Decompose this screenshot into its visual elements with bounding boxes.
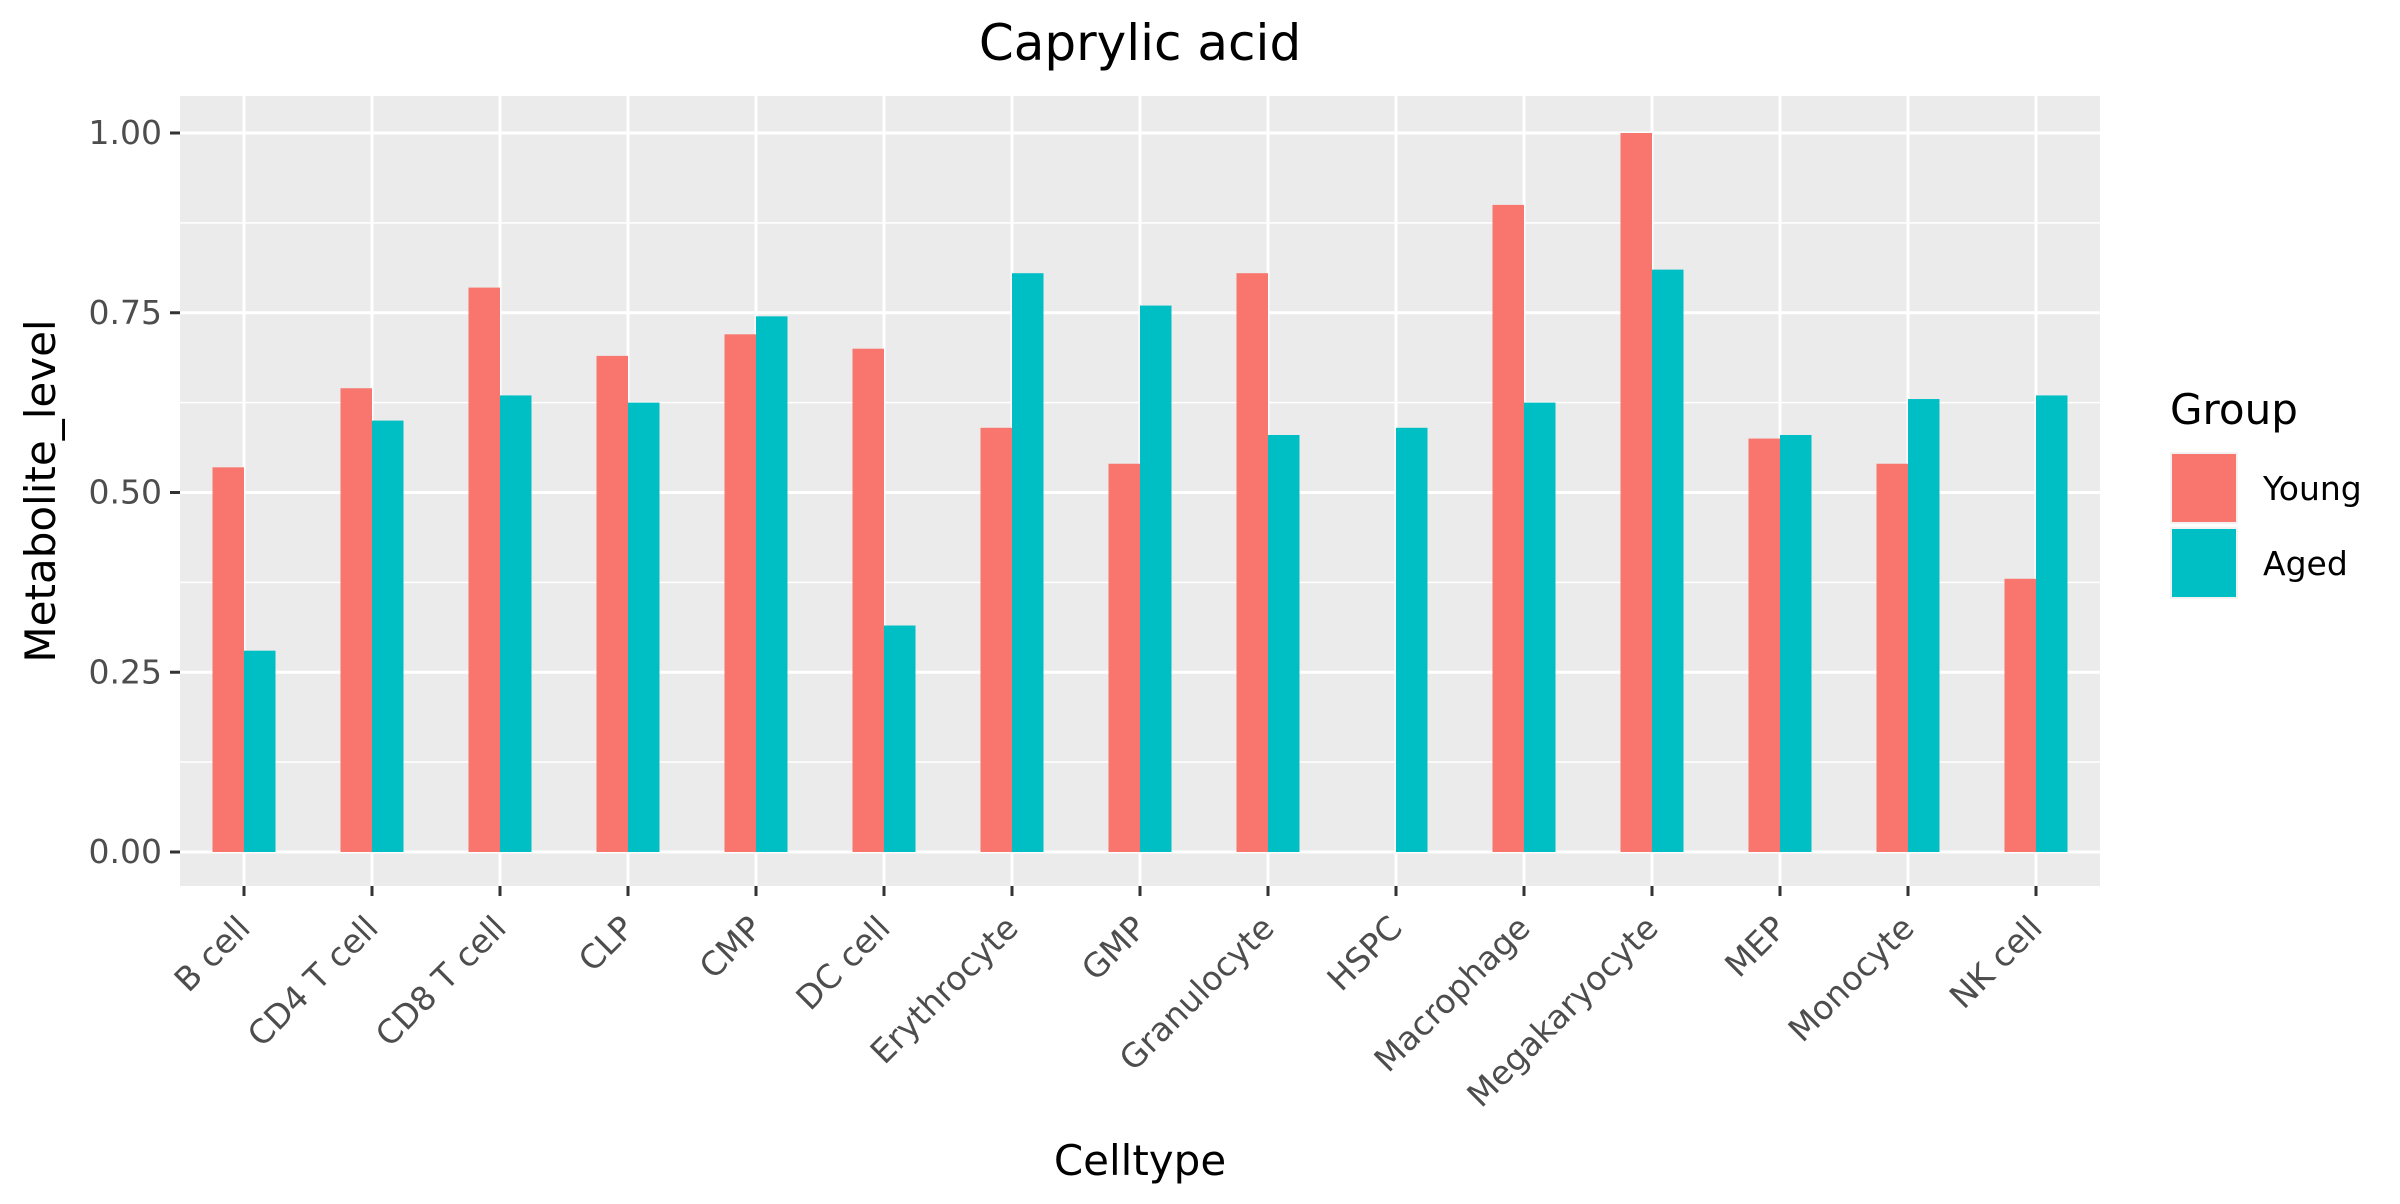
bar-aged-erythrocyte — [1012, 273, 1044, 853]
legend-key-aged — [2172, 529, 2236, 597]
bar-young-megakaryocyte — [1620, 133, 1652, 852]
legend-title: Group — [2170, 385, 2298, 434]
bar-aged-b-cell — [244, 650, 276, 852]
bar-aged-granulocyte — [1268, 434, 1300, 852]
bar-young-cd4-t-cell — [340, 388, 372, 852]
bar-young-cd8-t-cell — [468, 287, 500, 853]
y-tick-label: 0.00 — [89, 832, 162, 871]
bar-aged-nk-cell — [2036, 395, 2068, 852]
bar-aged-cd8-t-cell — [500, 395, 532, 852]
legend: Group Young Aged — [2170, 385, 2362, 599]
bars — [212, 133, 2068, 853]
bar-aged-macrophage — [1524, 402, 1556, 852]
bar-young-granulocyte — [1236, 273, 1268, 853]
bar-aged-hspc — [1396, 427, 1428, 852]
bar-young-cmp — [724, 334, 756, 852]
legend-key-young — [2172, 454, 2236, 522]
bar-aged-mep — [1780, 434, 1812, 852]
bar-aged-cmp — [756, 316, 788, 853]
bar-young-mep — [1748, 438, 1780, 852]
y-tick-label: 0.75 — [89, 293, 162, 332]
bar-aged-cd4-t-cell — [372, 420, 404, 852]
legend-label-young: Young — [2262, 469, 2362, 508]
x-axis-title: Celltype — [1054, 1136, 1226, 1185]
bar-aged-gmp — [1140, 305, 1172, 852]
legend-items: Young Aged — [2170, 452, 2362, 599]
bar-aged-megakaryocyte — [1652, 269, 1684, 852]
y-tick-label: 1.00 — [89, 113, 162, 152]
y-axis-title: Metabolite_level — [16, 319, 65, 662]
bar-young-b-cell — [212, 467, 244, 852]
legend-label-aged: Aged — [2263, 544, 2348, 583]
bar-young-gmp — [1108, 463, 1140, 852]
bar-aged-dc-cell — [884, 625, 916, 852]
bar-young-macrophage — [1492, 204, 1524, 852]
bar-aged-clp — [628, 402, 660, 852]
bar-young-clp — [596, 355, 628, 852]
bar-young-nk-cell — [2004, 578, 2036, 852]
y-tick-label: 0.25 — [89, 652, 162, 691]
chart-title: Caprylic acid — [979, 14, 1301, 72]
bar-young-erythrocyte — [980, 427, 1012, 852]
y-tick-label: 0.50 — [89, 473, 162, 512]
y-axis: 0.00 0.25 0.50 0.75 1.00 — [89, 113, 180, 871]
bar-young-dc-cell — [852, 348, 884, 852]
bar-young-monocyte — [1876, 463, 1908, 852]
bar-aged-monocyte — [1908, 399, 1940, 852]
